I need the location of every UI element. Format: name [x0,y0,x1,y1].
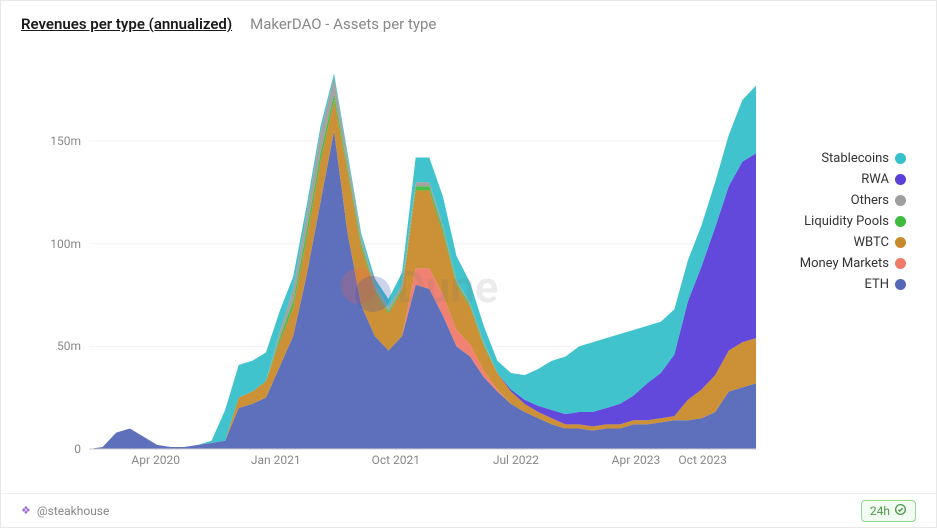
legend-swatch-icon [895,216,906,227]
legend-label: ETH [864,277,889,292]
legend-label: WBTC [853,235,889,250]
chart-svg [21,51,756,471]
legend-item[interactable]: Stablecoins [821,151,906,166]
legend-swatch-icon [895,195,906,206]
y-axis-label: 100m [50,237,81,251]
steakhouse-icon: ❖ [21,504,31,517]
legend-swatch-icon [895,258,906,269]
legend-item[interactable]: WBTC [853,235,906,250]
x-axis-label: Jan 2021 [251,453,301,467]
legend-label: Money Markets [800,256,889,271]
legend-swatch-icon [895,237,906,248]
legend-item[interactable]: Money Markets [800,256,906,271]
chart-container: Dune 050m100m150mApr 2020Jan 2021Oct 202… [1,41,936,471]
legend-swatch-icon [895,153,906,164]
legend-label: Liquidity Pools [804,214,889,229]
x-axis-label: Apr 2020 [131,453,180,467]
tab-assets[interactable]: MakerDAO - Assets per type [250,15,436,33]
legend-item[interactable]: RWA [861,172,906,187]
y-axis-label: 0 [74,442,81,456]
legend-item[interactable]: ETH [864,277,906,292]
chart-legend: Stablecoins RWA Others Liquidity Pools WBTC M… [756,51,916,471]
author-handle: @steakhouse [37,504,110,518]
chart-author[interactable]: ❖ @steakhouse [21,504,109,518]
legend-swatch-icon [895,279,906,290]
y-axis-label: 150m [50,134,81,148]
x-axis-label: Oct 2023 [678,453,726,467]
x-axis-label: Jul 2022 [493,453,539,467]
x-axis-label: Oct 2021 [372,453,420,467]
legend-item[interactable]: Liquidity Pools [804,214,906,229]
legend-label: Others [851,193,889,208]
legend-item[interactable]: Others [851,193,906,208]
legend-label: Stablecoins [821,151,889,166]
tab-revenues[interactable]: Revenues per type (annualized) [21,15,232,33]
chart-tabs: Revenues per type (annualized) MakerDAO … [1,1,936,41]
chart-plot[interactable]: Dune 050m100m150mApr 2020Jan 2021Oct 202… [21,51,756,471]
y-axis-label: 50m [57,339,81,353]
refresh-badge[interactable]: 24h [861,500,916,522]
check-circle-icon [894,503,907,519]
legend-label: RWA [861,172,889,187]
chart-footer: ❖ @steakhouse 24h [1,493,936,527]
refresh-label: 24h [870,504,890,518]
x-axis-label: Apr 2023 [612,453,661,467]
legend-swatch-icon [895,174,906,185]
